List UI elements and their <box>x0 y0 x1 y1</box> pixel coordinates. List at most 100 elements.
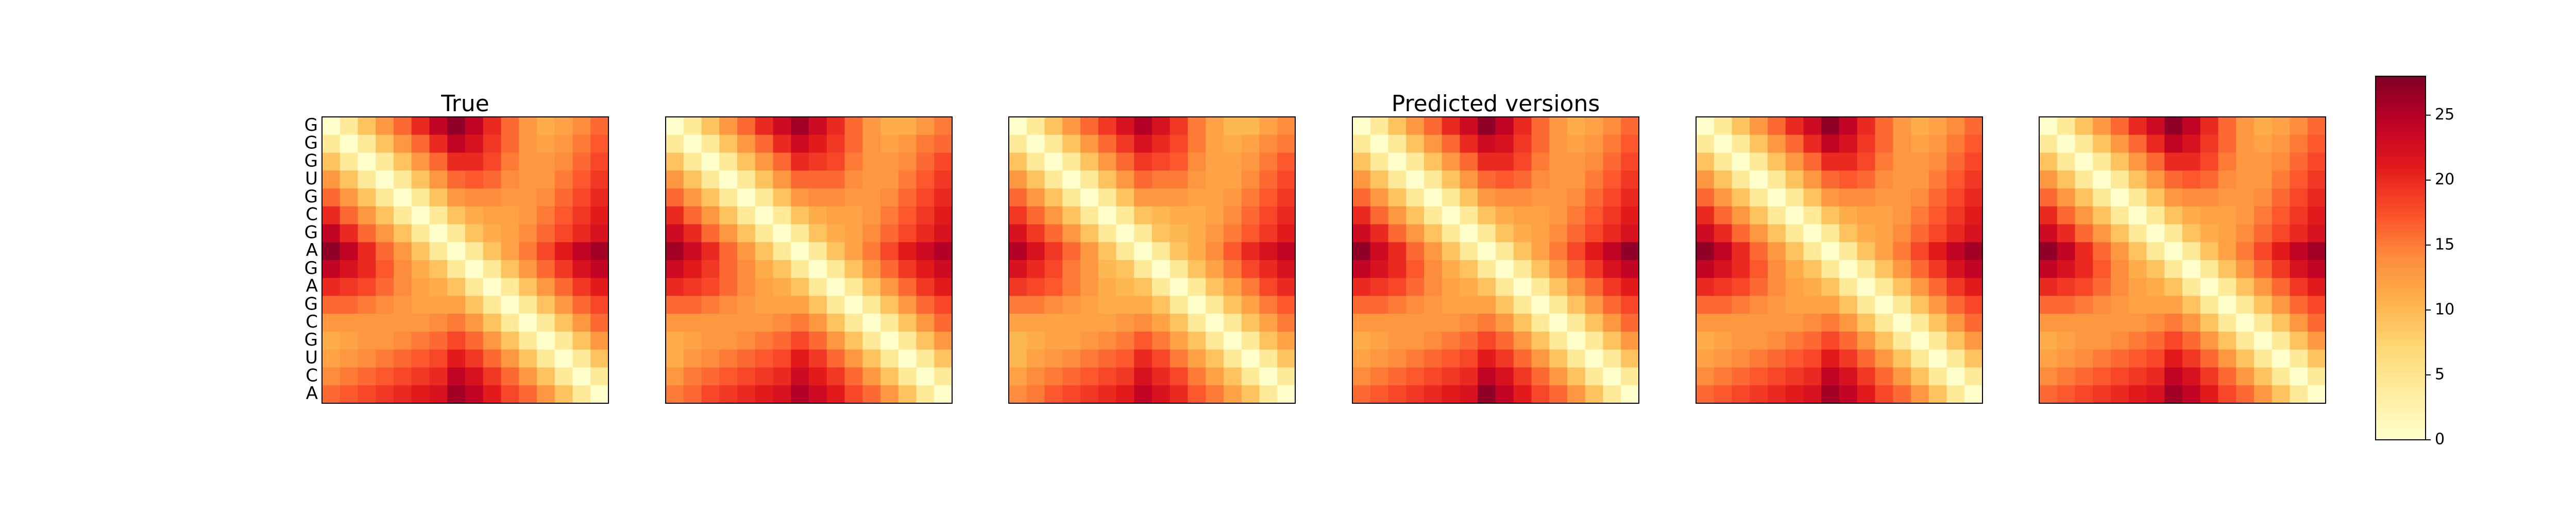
heatmap-cell <box>1803 170 1822 189</box>
heatmap-cell <box>2254 117 2273 135</box>
heatmap-cell <box>572 314 591 332</box>
heatmap-cell <box>844 134 863 153</box>
heatmap-cell <box>411 296 430 314</box>
heatmap-cell <box>2290 367 2308 386</box>
heatmap-cell <box>1152 385 1171 404</box>
heatmap-cell <box>1259 152 1278 171</box>
heatmap-cell <box>1009 188 1027 207</box>
heatmap-cell <box>1478 296 1496 314</box>
heatmap-cell <box>1388 224 1406 243</box>
heatmap-cell <box>773 170 791 189</box>
heatmap-cell <box>554 152 573 171</box>
sequence-tick-label: G <box>304 150 318 171</box>
heatmap-cell <box>376 367 394 386</box>
heatmap-cell <box>1388 152 1406 171</box>
heatmap-cell <box>2308 367 2326 386</box>
heatmap-cell <box>1062 332 1081 350</box>
heatmap-cell <box>1134 242 1153 261</box>
heatmap-cell <box>1009 134 1027 153</box>
heatmap-cell <box>844 349 863 368</box>
heatmap-cell <box>2200 117 2219 135</box>
heatmap-cell <box>322 349 341 368</box>
heatmap-cell <box>701 260 720 279</box>
heatmap-cell <box>483 367 502 386</box>
heatmap-cell <box>537 224 555 243</box>
heatmap-cell <box>501 367 519 386</box>
heatmap-cell <box>2308 260 2326 279</box>
heatmap-cell <box>1188 206 1206 225</box>
heatmap-cell <box>394 242 412 261</box>
heatmap-cell <box>934 260 953 279</box>
heatmap-cell <box>2111 349 2129 368</box>
heatmap-cell <box>2236 314 2255 332</box>
heatmap-cell <box>809 367 827 386</box>
heatmap-cell <box>1277 385 1296 404</box>
heatmap-cell <box>898 314 917 332</box>
heatmap-cell <box>1478 349 1496 368</box>
heatmap-cell <box>1585 278 1604 297</box>
heatmap-cell <box>2111 314 2129 332</box>
heatmap-cell <box>554 242 573 261</box>
heatmap-cell <box>2182 206 2201 225</box>
heatmap-cell <box>701 296 720 314</box>
heatmap-cell <box>1803 314 1822 332</box>
heatmap-cell <box>1241 134 1260 153</box>
heatmap-cell <box>1567 260 1586 279</box>
heatmap-cell <box>1478 170 1496 189</box>
heatmap-cell <box>376 134 394 153</box>
heatmap-cell <box>1224 278 1242 297</box>
heatmap-cell <box>1839 367 1858 386</box>
heatmap-cell <box>862 224 881 243</box>
heatmap-cell <box>1406 117 1425 135</box>
heatmap-cell <box>1116 188 1134 207</box>
heatmap-cell <box>1768 367 1786 386</box>
heatmap-cell <box>2057 152 2076 171</box>
heatmap-cell <box>1406 296 1425 314</box>
heatmap-cell <box>1513 242 1532 261</box>
heatmap-cell <box>1857 224 1876 243</box>
heatmap-cell <box>1442 224 1461 243</box>
heatmap-cell <box>1224 296 1242 314</box>
heatmap-cell <box>1549 367 1568 386</box>
heatmap-cell <box>447 117 466 135</box>
heatmap-cell <box>844 224 863 243</box>
heatmap-cell <box>465 349 484 368</box>
heatmap-cell <box>1044 188 1063 207</box>
heatmap-cell <box>1531 117 1550 135</box>
heatmap-cell <box>1080 367 1099 386</box>
heatmap-cell <box>2057 349 2076 368</box>
heatmap-cell <box>826 260 845 279</box>
heatmap-cell <box>519 349 537 368</box>
heatmap-cell <box>844 385 863 404</box>
heatmap-cell <box>2200 332 2219 350</box>
heatmap-cell <box>590 260 609 279</box>
heatmap-cell <box>755 278 774 297</box>
heatmap-cell <box>1567 170 1586 189</box>
heatmap-cell <box>1406 242 1425 261</box>
heatmap-cell <box>1821 278 1840 297</box>
heatmap-cell <box>1116 278 1134 297</box>
heatmap-cell <box>1768 385 1786 404</box>
panel-frame <box>1696 116 1983 404</box>
heatmap-cell <box>2039 349 2058 368</box>
heatmap-cell <box>1603 314 1621 332</box>
heatmap-cell <box>590 314 609 332</box>
heatmap-cell <box>2164 260 2183 279</box>
heatmap-cell <box>1946 224 1965 243</box>
heatmap-cell <box>1478 188 1496 207</box>
heatmap-cell <box>1714 260 1733 279</box>
heatmap-cell <box>1946 278 1965 297</box>
heatmap-cell <box>1134 117 1153 135</box>
heatmap-cell <box>844 206 863 225</box>
heatmap-cell <box>411 278 430 297</box>
heatmap-cell <box>2218 242 2236 261</box>
heatmap-cell <box>1062 117 1081 135</box>
heatmap-cell <box>554 385 573 404</box>
heatmap-cell <box>862 296 881 314</box>
heatmap-cell <box>1513 134 1532 153</box>
heatmap-cell <box>1893 367 1911 386</box>
heatmap-cell <box>773 152 791 171</box>
heatmap-cell <box>322 117 341 135</box>
heatmap-cell <box>1714 314 1733 332</box>
heatmap-cell <box>1241 224 1260 243</box>
